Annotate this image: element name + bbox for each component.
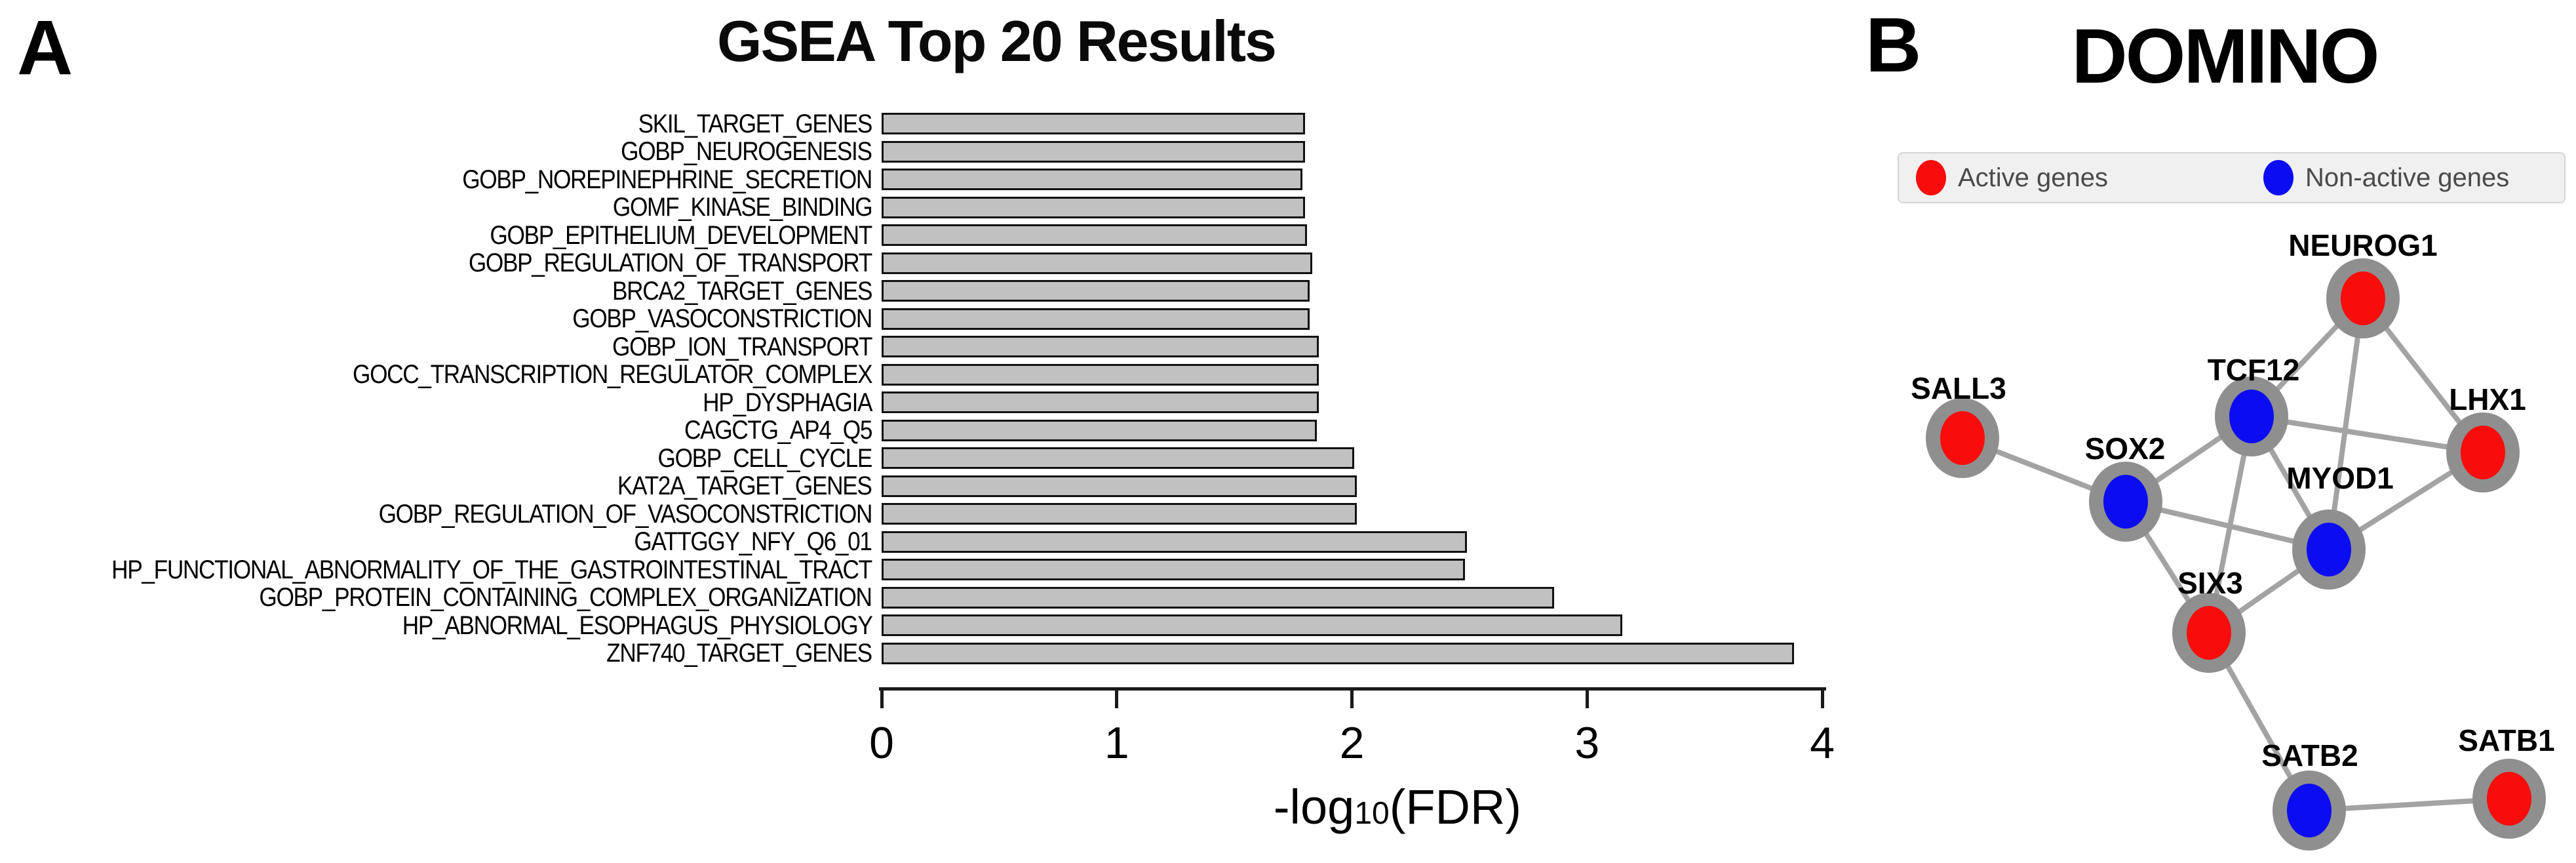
gene-node-label-NEUROG1: NEUROG1 <box>2288 228 2437 262</box>
gsea-bar-label: GOBP_CELL_CYCLE <box>657 443 873 473</box>
gsea-bar-label: GOMF_KINASE_BINDING <box>612 193 873 222</box>
gsea-bar <box>882 391 1319 413</box>
gene-node-label-SALL3: SALL3 <box>1911 371 2006 405</box>
gsea-bar <box>882 224 1308 246</box>
gsea-bar-label: HP_DYSPHAGIA <box>702 388 872 417</box>
gsea-bar-label: KAT2A_TARGET_GENES <box>617 472 872 500</box>
x-axis-tick <box>1350 687 1354 708</box>
gsea-bar <box>882 419 1317 441</box>
x-axis-tick-label: 2 <box>1339 718 1365 768</box>
gsea-bar-label: GOBP_EPITHELIUM_DEVELOPMENT <box>490 220 873 250</box>
gsea-bar-label: SKIL_TARGET_GENES <box>638 109 873 138</box>
gsea-bar-label: GOBP_NEUROGENESIS <box>621 137 873 166</box>
gsea-bar <box>882 308 1310 330</box>
gene-node-MYOD1 <box>2307 523 2351 576</box>
panel-b-letter: B <box>1865 2 1922 89</box>
gene-node-label-SIX3: SIX3 <box>2177 566 2243 600</box>
legend-box: Active genes Non-active genes <box>1898 152 2566 203</box>
gsea-bar <box>882 475 1357 497</box>
gsea-bar <box>882 614 1623 636</box>
gsea-bar <box>882 280 1310 302</box>
gsea-bar <box>882 113 1305 134</box>
non-active-genes-dot-icon <box>2263 160 2293 195</box>
x-axis-tick <box>1820 687 1824 708</box>
gsea-bar <box>882 559 1465 580</box>
x-axis-tick-label: 4 <box>1810 718 1835 768</box>
panel-a-letter: A <box>17 5 73 91</box>
x-axis-tick-label: 0 <box>869 718 894 768</box>
gsea-bar-label: BRCA2_TARGET_GENES <box>612 276 872 306</box>
gsea-bar-label: GOBP_NOREPINEPHRINE_SECRETION <box>462 165 872 194</box>
active-genes-dot-icon <box>1916 160 1946 195</box>
legend-entry-active: Active genes <box>1916 153 2108 202</box>
gene-node-SOX2 <box>2103 475 2148 529</box>
gene-node-SATB1 <box>2487 772 2531 826</box>
gene-node-label-SATB2: SATB2 <box>2261 738 2358 773</box>
gsea-bar <box>882 336 1319 357</box>
x-axis-title: -log10(FDR) <box>1155 779 1640 835</box>
gsea-bar-label: HP_ABNORMAL_ESOPHAGUS_PHYSIOLOGY <box>402 611 872 640</box>
gene-node-TCF12 <box>2229 390 2274 443</box>
gsea-bar <box>882 169 1303 190</box>
x-axis-title-subscript: 10 <box>1354 796 1390 831</box>
network-edge-TCF12-LHX1 <box>2251 414 2484 455</box>
gsea-bar <box>882 531 1468 553</box>
legend-entry-nonactive: Non-active genes <box>2263 153 2509 202</box>
gene-node-SATB2 <box>2287 784 2332 837</box>
gsea-bar <box>882 586 1555 609</box>
x-axis-tick <box>1115 687 1119 708</box>
gene-node-label-SATB1: SATB1 <box>2458 723 2554 757</box>
gsea-bar-label: HP_FUNCTIONAL_ABNORMALITY_OF_THE_GASTROI… <box>111 555 872 584</box>
legend-label-active: Active genes <box>1958 163 2109 192</box>
x-axis-tick <box>1585 687 1589 708</box>
gene-node-NEUROG1 <box>2341 271 2385 325</box>
gsea-bar <box>882 363 1319 386</box>
gsea-bar <box>882 642 1794 664</box>
gsea-bar-label: GOCC_TRANSCRIPTION_REGULATOR_COMPLEX <box>352 360 873 389</box>
legend-label-nonactive: Non-active genes <box>2305 163 2510 192</box>
gsea-bar-label: ZNF740_TARGET_GENES <box>606 639 872 668</box>
gsea-bar-label: GATTGGY_NFY_Q6_01 <box>634 527 873 556</box>
gene-node-label-TCF12: TCF12 <box>2208 353 2300 387</box>
gene-node-label-SOX2: SOX2 <box>2085 432 2166 466</box>
gsea-bar-label: GOBP_PROTEIN_CONTAINING_COMPLEX_ORGANIZA… <box>259 583 873 612</box>
x-axis-tick <box>880 687 884 708</box>
gsea-bar-label: GOBP_VASOCONSTRICTION <box>572 304 872 333</box>
gsea-bar-label: CAGCTG_AP4_Q5 <box>684 416 872 445</box>
gsea-bar-label: GOBP_ION_TRANSPORT <box>612 332 872 361</box>
gene-node-label-LHX1: LHX1 <box>2449 382 2526 416</box>
gene-node-label-MYOD1: MYOD1 <box>2286 461 2394 495</box>
network-edge-NEUROG1-MYOD1 <box>2326 298 2366 550</box>
gsea-bar <box>882 252 1312 274</box>
gene-node-LHX1 <box>2461 426 2505 479</box>
gsea-bar <box>882 503 1357 525</box>
gsea-bar <box>882 447 1355 469</box>
gsea-bar-label: GOBP_REGULATION_OF_TRANSPORT <box>468 249 872 277</box>
x-axis-title-suffix: (FDR) <box>1389 780 1522 834</box>
gene-node-SIX3 <box>2187 606 2231 660</box>
x-axis-tick-label: 3 <box>1574 718 1600 768</box>
gsea-bar <box>882 196 1305 218</box>
gene-node-SALL3 <box>1940 411 1985 465</box>
gsea-bar <box>882 140 1305 163</box>
x-axis-tick-label: 1 <box>1104 718 1129 768</box>
gsea-chart-title: GSEA Top 20 Results <box>717 9 1277 73</box>
domino-title: DOMINO <box>2071 13 2379 100</box>
x-axis-title-prefix: -log <box>1273 780 1355 834</box>
gsea-bar-label: GOBP_REGULATION_OF_VASOCONSTRICTION <box>378 499 873 529</box>
domino-network: NEUROG1 SALL3 TCF12 LHX1 SOX2 MYOD1 SIX3 SATB2 S… <box>1911 228 2555 851</box>
